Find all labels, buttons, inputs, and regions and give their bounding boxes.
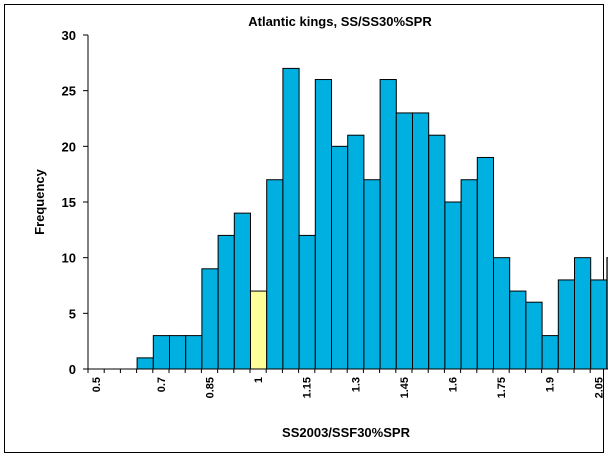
x-axis-label: SS2003/SSF30%SPR (282, 425, 411, 440)
bar (541, 335, 559, 370)
bar (444, 201, 462, 370)
bar (266, 179, 284, 370)
y-tick-label: 10 (62, 251, 76, 266)
bar (460, 179, 478, 370)
y-tick-label: 30 (62, 28, 76, 43)
axes-layer: 0 5 10 15 20 25 30 0.5 0.7 0.85 1 1.15 1.3 1.45 1.6 1.7… (62, 28, 606, 398)
bar (217, 234, 235, 370)
bar (574, 257, 592, 370)
bar (282, 67, 300, 370)
bar (412, 112, 430, 370)
x-tick-label: 1 (253, 377, 265, 383)
y-tick-label: 20 (62, 139, 76, 154)
x-tick-label: 0.85 (205, 377, 217, 398)
x-tick-label: 1.75 (496, 377, 508, 398)
bar (314, 79, 332, 370)
bar (395, 112, 413, 370)
bar (509, 290, 527, 370)
x-tick-label: 0.7 (156, 377, 168, 392)
chart-title: Atlantic kings, SS/SS30%SPR (248, 14, 432, 29)
y-tick-label: 5 (69, 306, 76, 321)
bar (428, 134, 446, 370)
x-tick-label: 1.3 (350, 377, 362, 392)
bar (136, 357, 154, 370)
bar (152, 335, 171, 370)
bar (493, 257, 511, 370)
x-tick-label: 1.6 (448, 377, 460, 392)
bar (169, 335, 187, 370)
bar (476, 156, 494, 370)
bar (347, 134, 365, 370)
x-tick-label: 2.05 (593, 377, 605, 398)
bar (590, 279, 608, 370)
bar (557, 279, 575, 370)
bar (606, 257, 608, 370)
y-axis-label: Frequency (32, 168, 47, 235)
y-tick-label: 15 (62, 195, 76, 210)
bars-layer (136, 67, 608, 370)
bar (185, 335, 203, 370)
x-tick-label: 1.9 (545, 377, 557, 392)
bar (331, 145, 349, 370)
x-tick-label: 1.45 (399, 377, 411, 398)
bar (379, 79, 397, 370)
bar (201, 268, 219, 370)
y-tick-label: 25 (62, 84, 76, 99)
x-tick-label: 1.15 (302, 377, 314, 398)
y-tick-label: 0 (69, 362, 76, 377)
bar (525, 301, 543, 370)
bar (298, 234, 316, 370)
bar (363, 179, 381, 370)
x-tick-label: 0.5 (91, 377, 103, 392)
bar-highlight (250, 290, 268, 370)
chart-frame (4, 4, 604, 453)
bar (233, 212, 252, 370)
